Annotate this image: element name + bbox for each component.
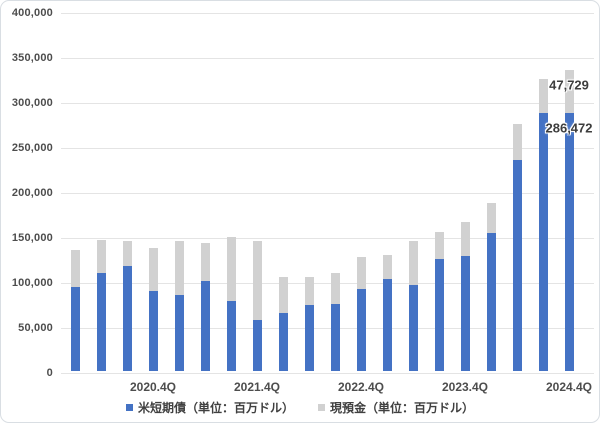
bar [434,231,444,371]
bar-segment-bonds [486,233,496,371]
gridline [61,373,594,374]
x-axis-tick-label: 2022.4Q [337,380,385,394]
bar [460,221,470,371]
legend-item-cash: 現預金（単位：百万ドル） [318,399,474,416]
bar-segment-cash [512,124,522,161]
bar-segment-cash [122,240,132,266]
bar [512,124,522,371]
gridline [61,58,594,59]
bar [200,243,210,371]
bar [278,276,288,371]
bar-segment-cash [408,240,418,285]
legend-item-bonds: 米短期債（単位：百万ドル） [125,399,294,416]
bar [356,256,366,371]
bar [252,240,262,371]
legend-label: 現預金（単位：百万ドル） [330,401,475,415]
legend-color-swatch-icon [318,404,325,411]
bar-segment-bonds [122,265,132,371]
x-axis-tick-label: 2021.4Q [233,380,281,394]
legend-label: 米短期債（単位：百万ドル） [137,401,294,415]
bar-segment-cash [96,239,106,273]
bar [148,247,158,371]
gridline [61,238,594,239]
bar-segment-cash [70,249,80,288]
data-label: 286,472 [545,120,593,136]
gridline [61,13,594,14]
gridline [61,148,594,149]
bar-segment-bonds [356,289,366,371]
gridline [61,103,594,104]
bar [538,79,548,371]
y-axis-tick-label: 150,000 [11,232,53,244]
bar [564,70,574,371]
bar-segment-cash [200,243,210,281]
bar [304,277,314,371]
bar-segment-cash [330,272,340,304]
y-axis-tick-label: 400,000 [11,7,53,19]
bar-segment-cash [278,276,288,313]
bar-segment-bonds [304,305,314,371]
bar-segment-cash [564,70,574,114]
y-axis-tick-label: 50,000 [18,322,53,334]
bar [226,236,236,371]
bar-segment-bonds [460,255,470,371]
bar-segment-bonds [538,112,548,371]
y-axis-tick-label: 200,000 [11,187,53,199]
data-label: 47,729 [549,77,589,93]
x-axis-tick-label: 2024.4Q [545,380,593,394]
bar-segment-bonds [174,295,184,371]
bar [96,239,106,371]
bar-segment-cash [252,240,262,320]
bar-segment-bonds [278,312,288,371]
bar-segment-bonds [564,113,574,371]
bar-segment-bonds [200,281,210,371]
y-axis-tick-label: 100,000 [11,277,53,289]
bar-segment-cash [304,277,314,306]
bar-segment-bonds [382,279,392,371]
bar-segment-bonds [512,160,522,371]
bar-segment-bonds [70,287,80,371]
bar-segment-bonds [330,303,340,371]
bar-segment-cash [356,256,366,290]
bar-segment-cash [434,231,444,260]
bar [408,240,418,371]
bar-segment-cash [486,202,496,234]
bar [330,272,340,371]
bar-segment-cash [538,79,548,113]
bar-segment-bonds [408,284,418,371]
y-axis-tick-label: 0 [46,367,53,379]
gridline [61,328,594,329]
legend-color-swatch-icon [125,404,133,411]
bar-segment-bonds [148,290,158,371]
bar-segment-bonds [252,319,262,371]
bar [486,202,496,371]
x-axis-tick-label: 2020.4Q [129,380,177,394]
gridline [61,283,594,284]
bar-segment-cash [226,236,236,301]
y-axis-tick-label: 300,000 [11,97,53,109]
legend: 米短期債（単位：百万ドル） 現預金（単位：百万ドル） [1,399,599,416]
bar [70,249,80,371]
y-axis-tick-label: 250,000 [11,142,53,154]
bar-segment-bonds [226,300,236,371]
y-axis-tick-label: 350,000 [11,52,53,64]
bar-segment-bonds [434,259,444,371]
bar [174,241,184,371]
bar-segment-cash [148,247,158,291]
bar-segment-cash [174,241,184,296]
bar-segment-bonds [96,272,106,371]
bar [122,240,132,371]
bar-segment-cash [382,254,392,280]
x-axis-tick-label: 2023.4Q [441,380,489,394]
bar-segment-cash [460,221,470,256]
gridline [61,193,594,194]
bar [382,254,392,371]
